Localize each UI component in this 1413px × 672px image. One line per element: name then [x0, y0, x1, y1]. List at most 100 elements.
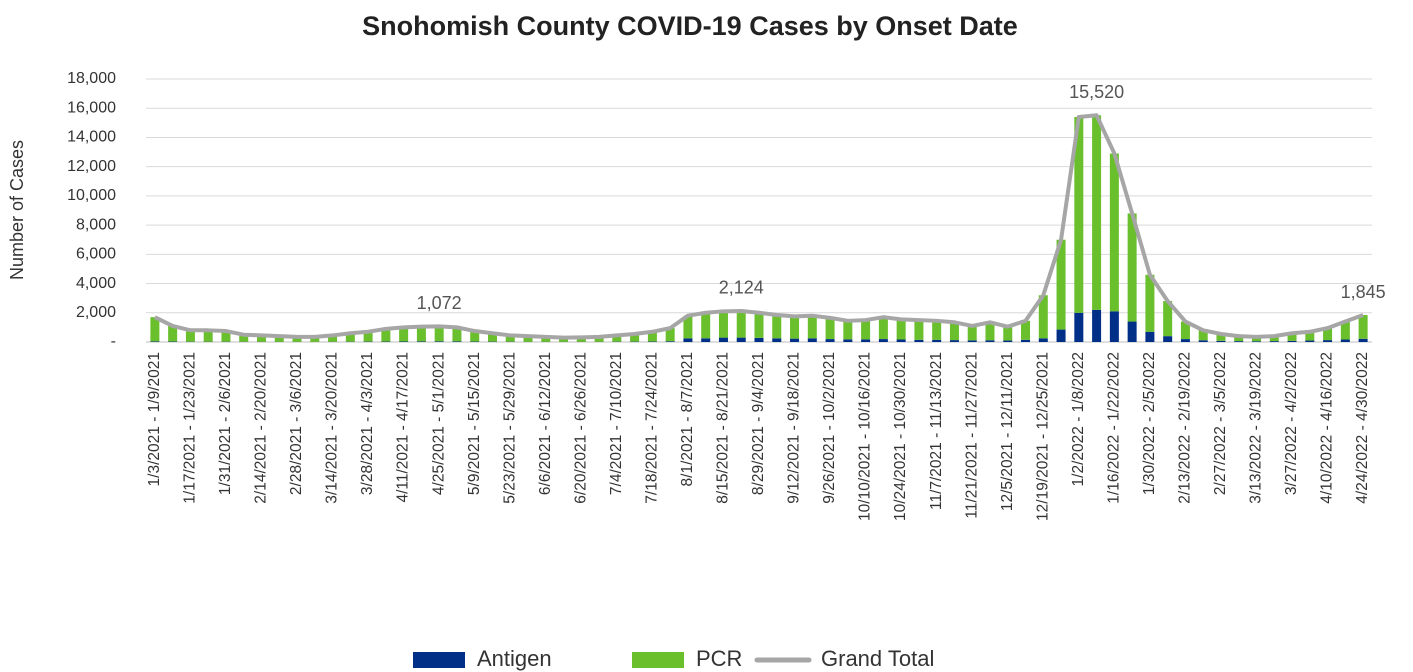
bar-segment: [754, 312, 764, 338]
x-tick-label: 5/23/2021 - 5/29/2021: [501, 352, 518, 504]
bar-segment: [399, 327, 409, 342]
bar-segment: [274, 336, 284, 342]
y-tick-label: -: [111, 333, 116, 350]
bar-segment: [825, 339, 835, 342]
bar-segment: [523, 336, 533, 342]
bar-segment: [1269, 336, 1279, 342]
x-tick-label: 1/31/2021 - 2/6/2021: [217, 352, 234, 495]
bar-segment: [683, 315, 693, 339]
bar-segment: [310, 336, 320, 342]
bar-segment: [559, 337, 569, 342]
data-label: 2,124: [719, 278, 764, 298]
bar-segment: [541, 336, 551, 342]
bar-segment: [861, 320, 871, 340]
bar-segment: [1145, 331, 1155, 342]
x-tick-label: 2/28/2021 - 3/6/2021: [288, 352, 305, 495]
bar-segment: [1198, 330, 1208, 341]
x-tick-label: 2/13/2022 - 2/19/2022: [1177, 352, 1194, 504]
x-tick-label: 9/26/2021 - 10/2/2021: [821, 352, 838, 504]
bar-segment: [949, 322, 959, 341]
bar-segment: [594, 336, 604, 342]
bar-segment: [843, 339, 853, 342]
bar-segment: [736, 310, 746, 338]
bar-segment: [1109, 153, 1119, 312]
bar-segment: [1074, 116, 1084, 313]
y-tick-label: 18,000: [67, 70, 116, 87]
bar-segment: [1287, 340, 1297, 342]
bar-segment: [363, 331, 373, 342]
bar-segment: [1216, 340, 1226, 342]
bar-segment: [896, 339, 906, 342]
bar-segment: [612, 335, 622, 342]
y-tick-label: 8,000: [76, 216, 116, 233]
bar-segment: [434, 341, 444, 342]
bar-segment: [1340, 339, 1350, 342]
x-tick-label: 5/9/2021 - 5/15/2021: [466, 352, 483, 495]
bar-segment: [1092, 309, 1102, 342]
bar-segment: [932, 320, 942, 340]
y-axis-label: Number of Cases: [7, 140, 27, 280]
bar-segment: [345, 333, 355, 342]
bar-segment: [843, 320, 853, 340]
bar-segment: [1092, 115, 1102, 310]
bar-segment: [1056, 329, 1066, 342]
bar-segment: [1234, 336, 1244, 342]
x-tick-label: 6/6/2021 - 6/12/2021: [537, 352, 554, 495]
bar-segment: [878, 317, 888, 340]
bar-segment: [807, 338, 817, 342]
bar-segment: [381, 328, 391, 342]
bar-segment: [399, 341, 409, 342]
bar-segment: [1003, 326, 1013, 341]
bar-segment: [1305, 340, 1315, 342]
bar-segment: [505, 335, 515, 342]
legend-label: PCR: [696, 646, 742, 671]
bar-segment: [1003, 340, 1013, 342]
bar-segment: [683, 338, 693, 342]
bar-segment: [168, 325, 178, 342]
bar-segment: [221, 331, 231, 342]
x-tick-label: 4/24/2022 - 4/30/2022: [1354, 352, 1371, 504]
bar-segment: [701, 338, 711, 342]
bar-segment: [416, 326, 426, 342]
y-tick-label: 4,000: [76, 275, 116, 292]
bar-segment: [914, 320, 924, 340]
x-tick-label: 7/18/2021 - 7/24/2021: [643, 352, 660, 504]
legend-label: Grand Total: [821, 646, 934, 671]
bar-segment: [256, 335, 266, 342]
bar-segment: [292, 336, 302, 342]
chart-title: Snohomish County COVID-19 Cases by Onset…: [362, 11, 1018, 41]
y-tick-label: 10,000: [67, 187, 116, 204]
bar-segment: [1323, 328, 1333, 341]
x-tick-label: 7/4/2021 - 7/10/2021: [608, 352, 625, 495]
bar-segment: [790, 338, 800, 342]
bar-segment: [1269, 341, 1279, 342]
bar-segment: [150, 341, 160, 342]
bar-segment: [1287, 333, 1297, 341]
bar-segment: [1074, 312, 1084, 342]
bar-segment: [949, 340, 959, 342]
bar-segment: [914, 339, 924, 342]
x-tick-label: 1/3/2021 - 1/9/2021: [146, 352, 163, 486]
bar-segment: [1180, 339, 1190, 342]
total-line: [153, 113, 1364, 340]
bar-segment: [1127, 213, 1137, 322]
bar-segment: [878, 339, 888, 342]
bar-segment: [576, 337, 586, 342]
x-tick-label: 4/10/2022 - 4/16/2022: [1319, 352, 1336, 504]
bar-segment: [1323, 340, 1333, 342]
bar-segment: [896, 319, 906, 340]
x-tick-label: 3/28/2021 - 4/3/2021: [359, 352, 376, 495]
x-tick-label: 8/1/2021 - 8/7/2021: [679, 352, 696, 486]
x-tick-label: 3/14/2021 - 3/20/2021: [324, 352, 341, 504]
bar-segment: [1056, 239, 1066, 330]
x-tick-label: 1/2/2022 - 1/8/2022: [1070, 352, 1087, 486]
bar-segment: [967, 340, 977, 342]
x-tick-label: 4/25/2021 - 5/1/2021: [430, 352, 447, 495]
y-tick-label: 2,000: [76, 304, 116, 321]
bar-segment: [1252, 336, 1262, 342]
bar-segment: [416, 341, 426, 342]
bar-segment: [718, 311, 728, 338]
data-label: 1,072: [417, 293, 462, 313]
bar-segment: [1358, 338, 1368, 342]
